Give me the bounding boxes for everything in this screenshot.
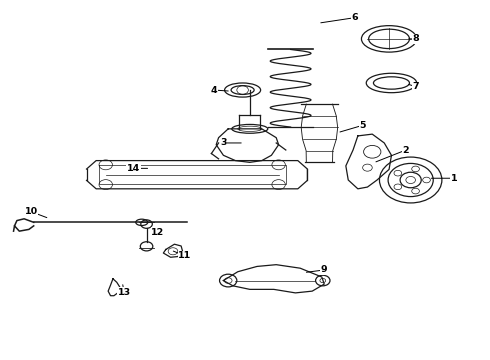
Text: 4: 4 (211, 86, 217, 95)
Text: 11: 11 (178, 251, 192, 260)
Text: 13: 13 (118, 288, 130, 297)
Text: 2: 2 (403, 145, 409, 154)
Text: 9: 9 (321, 265, 327, 274)
Text: 8: 8 (412, 34, 419, 43)
Text: 3: 3 (220, 139, 227, 148)
Text: 12: 12 (151, 228, 164, 237)
Text: 10: 10 (25, 207, 38, 216)
Text: 7: 7 (412, 82, 419, 91)
Text: 6: 6 (351, 13, 358, 22)
Text: 5: 5 (359, 121, 366, 130)
Text: 1: 1 (451, 174, 457, 183)
Text: 14: 14 (127, 164, 140, 173)
